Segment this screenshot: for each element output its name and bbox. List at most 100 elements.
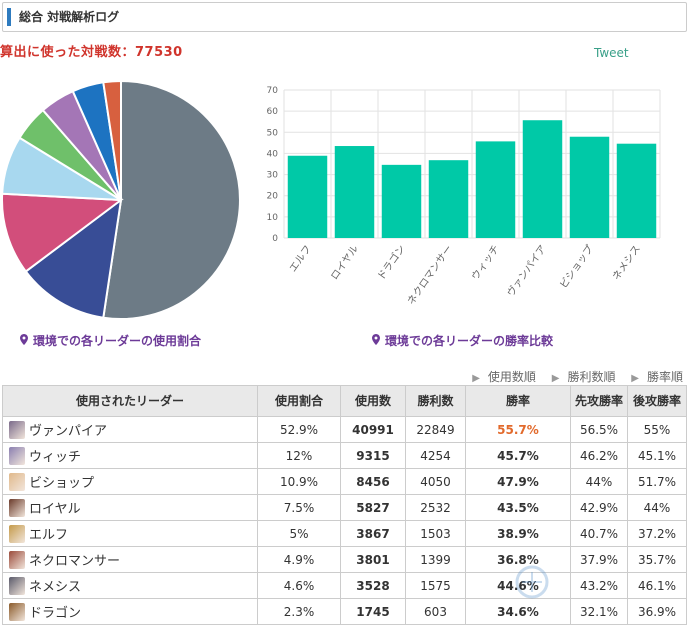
col-header-leader[interactable]: 使用されたリーダー bbox=[2, 385, 258, 417]
table-row[interactable]: ネクロマンサー 4.9% 3801 1399 36.8% 37.9% 35.7% bbox=[2, 546, 687, 573]
cell-count: 40991 bbox=[340, 416, 406, 443]
leader-name: ロイヤル bbox=[29, 502, 81, 517]
cell-rate: 47.9% bbox=[465, 468, 571, 495]
triangle-right-icon: ▶ bbox=[551, 373, 560, 384]
cell-first: 46.2% bbox=[570, 442, 628, 469]
col-header-usage[interactable]: 使用割合 bbox=[257, 385, 341, 417]
y-tick-label: 60 bbox=[267, 107, 279, 117]
pie-slice[interactable] bbox=[24, 197, 123, 319]
sort-by-wins-link[interactable]: ▶ 勝利数順 bbox=[546, 370, 616, 384]
col-header-count[interactable]: 使用数 bbox=[340, 385, 406, 417]
location-pin-icon bbox=[20, 334, 28, 348]
leader-name: ネメシス bbox=[29, 580, 82, 595]
cell-count: 5827 bbox=[340, 494, 406, 521]
leader-name: ネクロマンサー bbox=[29, 554, 121, 569]
table-row[interactable]: ビショップ 10.9% 8456 4050 47.9% 44% 51.7% bbox=[2, 468, 687, 495]
x-tick-label: ネメシス bbox=[610, 243, 643, 283]
pie-slice[interactable] bbox=[102, 79, 241, 320]
leader-cell: ネクロマンサー bbox=[2, 546, 258, 573]
cell-count: 1745 bbox=[340, 598, 406, 625]
leader-name: ウィッチ bbox=[29, 450, 82, 465]
col-header-rate[interactable]: 勝率 bbox=[465, 385, 571, 417]
leader-cell: エルフ bbox=[2, 520, 258, 547]
col-header-second-rate[interactable]: 後攻勝率 bbox=[627, 385, 687, 417]
x-tick-label: ヴァンパイア bbox=[504, 242, 549, 299]
x-tick-label: ドラゴン bbox=[374, 242, 408, 282]
bar[interactable] bbox=[569, 136, 610, 238]
cell-usage: 4.9% bbox=[257, 546, 341, 573]
bar[interactable] bbox=[381, 164, 422, 238]
bar[interactable] bbox=[334, 146, 375, 238]
cell-usage: 5% bbox=[257, 520, 341, 547]
cell-usage: 2.3% bbox=[257, 598, 341, 625]
location-pin-icon bbox=[372, 334, 380, 348]
cell-second: 44% bbox=[627, 494, 687, 521]
usage-pie-chart bbox=[1, 79, 241, 320]
sort-link-label: 勝率順 bbox=[646, 370, 683, 384]
cell-first: 56.5% bbox=[570, 416, 628, 443]
sort-links: ▶ 使用数順 ▶ 勝利数順 ▶ 勝率順 bbox=[460, 368, 683, 385]
bar[interactable] bbox=[475, 141, 516, 238]
sort-link-label: 勝利数順 bbox=[567, 370, 616, 384]
leader-avatar bbox=[9, 524, 25, 543]
table-row[interactable]: ヴァンパイア 52.9% 40991 22849 55.7% 56.5% 55% bbox=[2, 416, 687, 443]
col-header-wins[interactable]: 勝利数 bbox=[405, 385, 466, 417]
leader-cell: ロイヤル bbox=[2, 494, 258, 521]
y-tick-label: 40 bbox=[267, 149, 279, 159]
cell-second: 37.2% bbox=[627, 520, 687, 547]
pie-slice[interactable] bbox=[1, 192, 124, 273]
pie-slice[interactable] bbox=[102, 79, 122, 201]
cell-usage: 10.9% bbox=[257, 468, 341, 495]
table-row[interactable]: ウィッチ 12% 9315 4254 45.7% 46.2% 45.1% bbox=[2, 442, 687, 469]
triangle-right-icon: ▶ bbox=[631, 373, 639, 384]
leader-cell: ドラゴン bbox=[2, 598, 258, 625]
bar[interactable] bbox=[428, 160, 469, 238]
table-row[interactable]: エルフ 5% 3867 1503 38.9% 40.7% 37.2% bbox=[2, 520, 687, 547]
x-tick-label: ウィッチ bbox=[469, 243, 502, 283]
cell-rate: 45.7% bbox=[465, 442, 571, 469]
x-tick-label: ロイヤル bbox=[329, 243, 361, 282]
cell-count: 3528 bbox=[340, 572, 406, 599]
cell-wins: 603 bbox=[405, 598, 466, 625]
cell-rate: 44.6% bbox=[465, 572, 571, 599]
leader-cell: ウィッチ bbox=[2, 442, 258, 469]
sort-by-rate-link[interactable]: ▶ 勝率順 bbox=[625, 370, 683, 384]
pie-caption: 環境での各リーダーの使用割合 bbox=[20, 332, 201, 349]
section-header: 総合 対戦解析ログ bbox=[2, 2, 687, 32]
bar[interactable] bbox=[522, 120, 563, 238]
leader-name: エルフ bbox=[29, 528, 69, 543]
y-tick-label: 70 bbox=[267, 86, 279, 96]
leader-avatar bbox=[9, 576, 25, 595]
sort-by-count-link[interactable]: ▶ 使用数順 bbox=[466, 370, 536, 384]
cell-usage: 12% bbox=[257, 442, 341, 469]
leader-avatar bbox=[9, 550, 25, 569]
table-row[interactable]: ロイヤル 7.5% 5827 2532 43.5% 42.9% 44% bbox=[2, 494, 687, 521]
bar[interactable] bbox=[287, 155, 328, 238]
cell-first: 32.1% bbox=[570, 598, 628, 625]
table-row[interactable]: ネメシス 4.6% 3528 1575 44.6% 43.2% 46.1% bbox=[2, 572, 687, 599]
y-tick-label: 10 bbox=[267, 213, 279, 223]
page-title: 総合 対戦解析ログ bbox=[19, 10, 120, 24]
x-tick-label: ネクロマンサー bbox=[405, 243, 455, 307]
leader-avatar bbox=[9, 446, 25, 465]
tweet-button[interactable]: Tweet bbox=[594, 46, 629, 60]
bar[interactable] bbox=[616, 143, 657, 238]
leader-avatar bbox=[9, 420, 25, 439]
cell-wins: 4050 bbox=[405, 468, 466, 495]
leader-avatar bbox=[9, 602, 25, 621]
leader-cell: ビショップ bbox=[2, 468, 258, 495]
leader-cell: ネメシス bbox=[2, 572, 258, 599]
bar-caption-text: 環境での各リーダーの勝率比較 bbox=[385, 334, 554, 348]
cell-rate: 38.9% bbox=[465, 520, 571, 547]
watermark-logo bbox=[512, 560, 662, 610]
cell-first: 42.9% bbox=[570, 494, 628, 521]
col-header-first-rate[interactable]: 先攻勝率 bbox=[570, 385, 628, 417]
cell-count: 8456 bbox=[340, 468, 406, 495]
cell-usage: 7.5% bbox=[257, 494, 341, 521]
leader-avatar bbox=[9, 472, 25, 491]
leader-avatar bbox=[9, 498, 25, 517]
cell-first: 44% bbox=[570, 468, 628, 495]
cell-first: 43.2% bbox=[570, 572, 628, 599]
cell-count: 3867 bbox=[340, 520, 406, 547]
